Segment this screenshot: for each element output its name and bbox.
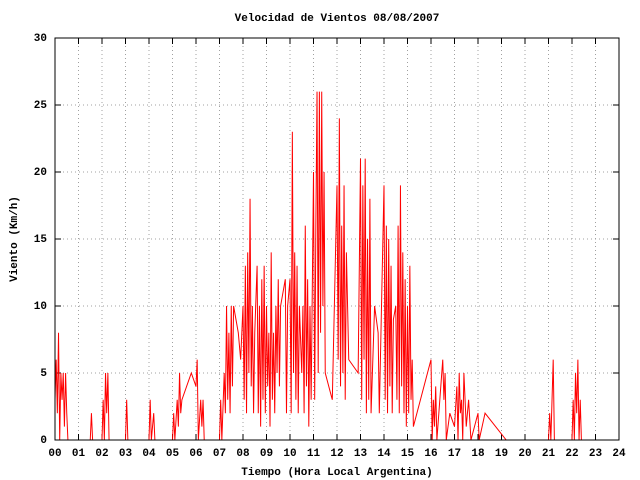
x-tick-label: 23	[589, 448, 603, 460]
y-tick-label: 30	[34, 33, 47, 45]
x-tick-label: 10	[283, 448, 296, 460]
x-tick-label: 06	[189, 448, 202, 460]
x-tick-label: 16	[424, 448, 437, 460]
x-tick-label: 22	[565, 448, 578, 460]
x-tick-label: 13	[354, 448, 368, 460]
x-tick-label: 15	[401, 448, 415, 460]
y-tick-label: 25	[34, 100, 48, 112]
x-tick-label: 08	[236, 448, 250, 460]
x-tick-label: 03	[119, 448, 133, 460]
x-tick-label: 21	[542, 448, 556, 460]
x-tick-label: 19	[495, 448, 508, 460]
x-tick-label: 11	[307, 448, 321, 460]
x-tick-label: 00	[48, 448, 61, 460]
x-tick-label: 05	[166, 448, 180, 460]
y-tick-label: 5	[40, 368, 47, 380]
y-tick-label: 0	[40, 435, 47, 447]
x-tick-label: 20	[518, 448, 531, 460]
wind-line	[54, 91, 582, 441]
x-tick-label: 14	[377, 448, 391, 460]
x-tick-label: 01	[72, 448, 86, 460]
x-tick-label: 04	[142, 448, 156, 460]
chart-title: Velocidad de Vientos 08/08/2007	[235, 13, 440, 25]
y-tick-label: 15	[34, 234, 48, 246]
x-axis-label: Tiempo (Hora Local Argentina)	[241, 467, 432, 479]
x-tick-label: 12	[330, 448, 343, 460]
y-tick-label: 20	[34, 167, 47, 179]
x-tick-label: 24	[612, 448, 626, 460]
y-axis-label: Viento (Km/h)	[9, 196, 21, 282]
plot-border	[54, 37, 620, 441]
x-tick-label: 18	[471, 448, 485, 460]
x-tick-label: 09	[260, 448, 273, 460]
y-tick-label: 10	[34, 301, 47, 313]
x-tick-label: 02	[95, 448, 108, 460]
x-tick-label: 17	[448, 448, 461, 460]
x-tick-label: 07	[213, 448, 226, 460]
